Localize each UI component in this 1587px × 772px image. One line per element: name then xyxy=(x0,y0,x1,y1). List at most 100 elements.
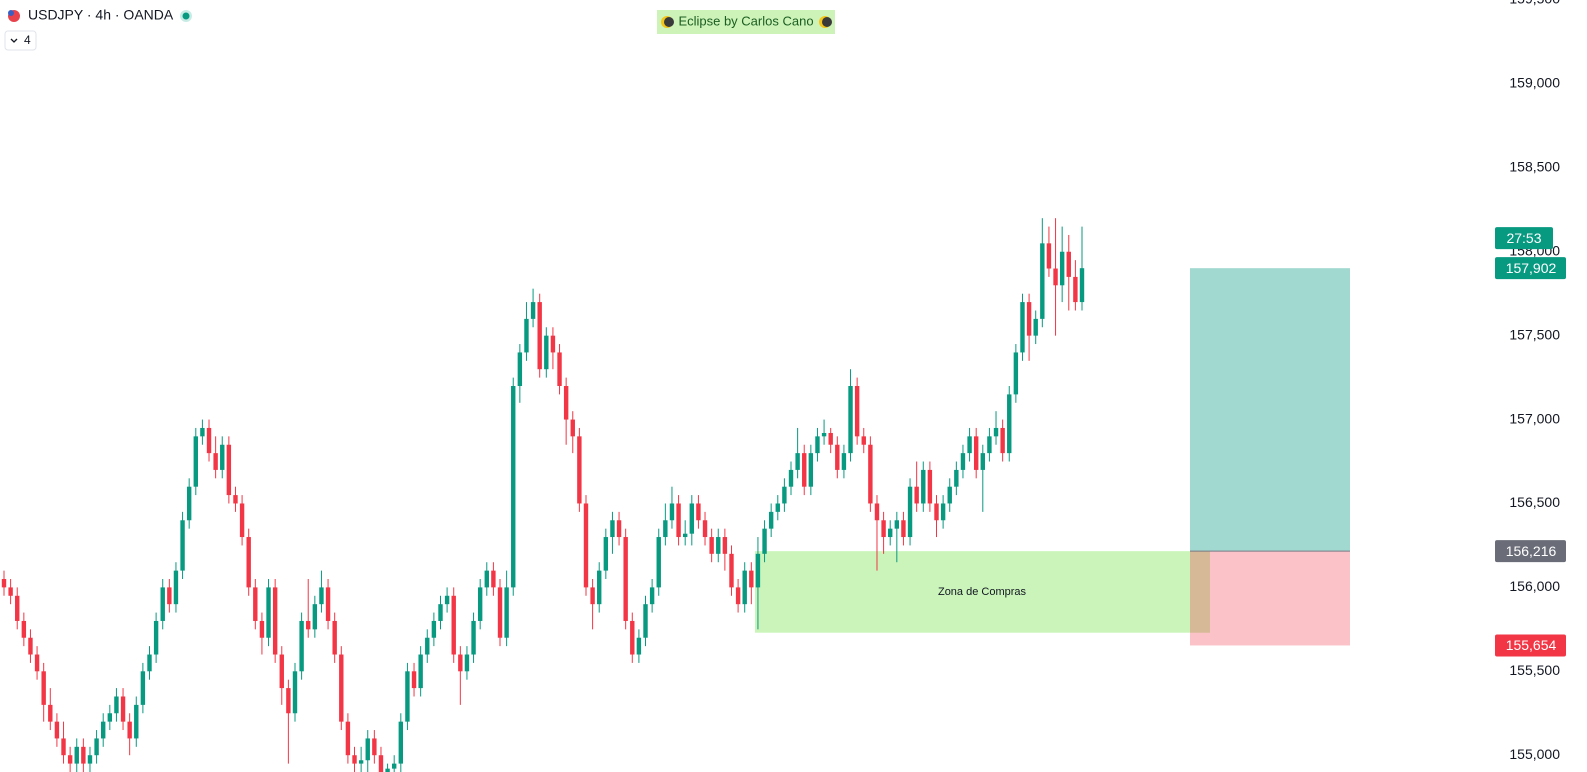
candle-body xyxy=(299,620,304,672)
candle-body xyxy=(365,738,370,761)
candle-body xyxy=(153,620,159,655)
zone-label: Zona de Compras xyxy=(938,586,1027,598)
candle-body xyxy=(980,453,985,470)
stop-label: 155,654 xyxy=(1506,637,1557,653)
candle-body xyxy=(451,595,456,655)
buy-zone xyxy=(755,551,1210,633)
candle-body xyxy=(120,696,126,722)
candle-body xyxy=(74,746,79,764)
candle-body xyxy=(405,671,410,722)
candle-body xyxy=(391,763,397,769)
candle-body xyxy=(821,432,827,437)
candle-body xyxy=(689,503,695,534)
candle-body xyxy=(167,587,172,605)
candle-body xyxy=(722,537,728,554)
candle-body xyxy=(1066,251,1071,277)
candle-body xyxy=(828,432,833,445)
candle-body xyxy=(940,503,946,521)
candle-body xyxy=(186,486,192,521)
candle-body xyxy=(729,553,734,588)
candle-body xyxy=(41,671,46,705)
candle-body xyxy=(193,436,198,487)
candle-body xyxy=(213,453,218,470)
candle-body xyxy=(1040,243,1045,319)
candle-body xyxy=(696,503,701,521)
candle-body xyxy=(292,671,298,714)
candle-body xyxy=(795,453,800,470)
price-axis: 155,000 155,500 156,000 156,500 157,000 157,5… xyxy=(1490,0,1566,762)
candle-body xyxy=(907,486,913,538)
candle-body xyxy=(504,587,509,638)
candle-body xyxy=(848,386,853,454)
candle-body xyxy=(206,427,212,454)
candle-body xyxy=(616,520,622,538)
candle-body xyxy=(583,503,589,588)
candle-body xyxy=(775,503,780,512)
candle-body xyxy=(458,654,463,672)
candle-body xyxy=(570,419,575,437)
candle-body xyxy=(497,587,503,638)
candle-body xyxy=(385,768,390,772)
candle-body xyxy=(398,721,404,764)
candle-body xyxy=(312,604,318,630)
chevron xyxy=(10,38,18,43)
candle-body xyxy=(266,587,271,638)
candle-body xyxy=(676,503,681,538)
candle-body xyxy=(861,436,866,445)
candle-body xyxy=(914,486,919,504)
candle-body xyxy=(173,570,179,605)
candle-body xyxy=(669,503,675,521)
candle-body xyxy=(888,528,893,538)
candle-body xyxy=(643,604,648,638)
candle-body xyxy=(425,637,430,655)
candle-body xyxy=(147,654,152,672)
candle-body xyxy=(67,755,73,764)
candle-body xyxy=(649,587,655,605)
y-tick-label: 159,000 xyxy=(1509,75,1560,91)
candle-body xyxy=(1053,268,1058,286)
stop-label-bg xyxy=(1495,634,1566,657)
candle-body xyxy=(808,453,814,487)
candle-body xyxy=(742,570,747,605)
y-tick-label: 155,000 xyxy=(1509,746,1560,762)
candle-body xyxy=(511,386,516,588)
candle-body xyxy=(431,620,437,638)
candle-body xyxy=(954,469,959,487)
candle-body xyxy=(226,444,232,496)
candle-body xyxy=(537,302,542,370)
candle-body xyxy=(517,352,523,386)
candle-body xyxy=(352,755,357,764)
y-tick-label: 159,500 xyxy=(1509,0,1560,7)
candle-body xyxy=(623,537,628,621)
candle-body xyxy=(563,386,569,420)
candle-body xyxy=(127,721,132,739)
candle-body xyxy=(246,537,251,588)
badge-bg xyxy=(657,10,835,34)
candle-body xyxy=(325,587,331,621)
candle-body xyxy=(411,671,417,689)
candle-body xyxy=(101,721,106,739)
moon-icon xyxy=(664,17,674,27)
candle-body xyxy=(160,587,165,621)
candle-body xyxy=(54,721,60,739)
candle-body xyxy=(557,352,562,386)
candle-body xyxy=(802,453,807,487)
candle-body xyxy=(87,755,93,764)
entry-label-bg xyxy=(1495,540,1566,563)
candle-body xyxy=(524,318,529,353)
candle-body xyxy=(921,469,926,504)
candle-body xyxy=(1007,394,1012,454)
y-tick-label: 157,000 xyxy=(1509,410,1560,426)
candle-body xyxy=(663,520,668,538)
indicator-toggle[interactable]: 4 xyxy=(4,30,37,51)
candle-body xyxy=(630,620,635,655)
candle-body xyxy=(973,436,979,470)
candle-body xyxy=(332,620,337,655)
candle-body xyxy=(471,620,476,655)
candle-body xyxy=(815,436,820,454)
symbol-header[interactable]: USDJPY · 4h · OANDA xyxy=(8,7,192,23)
candle-body xyxy=(339,654,344,722)
candle-body xyxy=(874,503,880,521)
candle-body xyxy=(134,704,139,739)
